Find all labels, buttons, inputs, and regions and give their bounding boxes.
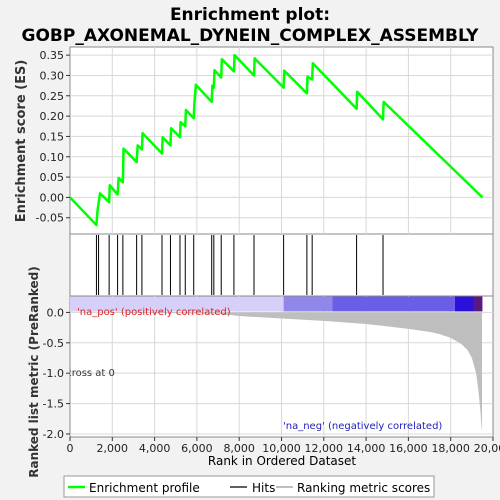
ranking-metric-fill	[70, 312, 483, 433]
rank-y-tick-label: -2.0	[43, 428, 64, 441]
es-y-axis: -0.05 0.00 0.05 0.10 0.15 0.20 0.25 0.30 0.35	[36, 49, 70, 225]
es-y-tick-label: 0.10	[40, 151, 65, 164]
x-tick-label: 2,000	[97, 442, 129, 455]
ranking-color-band	[70, 296, 483, 312]
legend-enrichment-profile: Enrichment profile	[89, 481, 200, 495]
ranking-metric-area	[70, 312, 483, 433]
hits-panel	[69, 233, 494, 297]
rank-y-axis-label: Ranked list metric (PreRanked)	[27, 266, 41, 478]
band-segment	[454, 296, 474, 312]
na-pos-label: 'na_pos' (positively correlated)	[77, 307, 231, 318]
es-y-tick-label: 0.35	[40, 49, 65, 62]
es-y-tick-label: 0.15	[40, 130, 65, 143]
es-y-tick-label: 0.00	[40, 191, 65, 204]
enrichment-profile-line	[69, 53, 484, 227]
chart-title-line1: Enrichment plot:	[170, 5, 330, 25]
x-tick-label: 4,000	[139, 442, 171, 455]
band-segment	[332, 296, 455, 312]
band-segment	[283, 296, 333, 312]
es-y-tick-label: 0.30	[40, 69, 65, 82]
rank-y-axis: 0.0 -0.5 -1.0 -1.5 -2.0	[43, 306, 70, 441]
band-segment	[473, 296, 483, 312]
x-tick-label: 10,000	[262, 442, 301, 455]
x-axis: 0 2,000 4,000 6,000 8,000 10,000 12,000 14,000 1…	[67, 437, 500, 455]
x-tick-label: 12,000	[305, 442, 344, 455]
x-tick-label: 14,000	[347, 442, 386, 455]
rank-y-tick-label: -0.5	[43, 337, 64, 350]
es-y-axis-label: Enrichment score (ES)	[14, 60, 29, 223]
x-tick-label: 0	[67, 442, 74, 455]
x-tick-label: 20,000	[474, 442, 500, 455]
hit-markers	[95, 235, 384, 295]
x-tick-label: 18,000	[431, 442, 470, 455]
legend-ranking-metric: Ranking metric scores	[297, 481, 430, 495]
es-gridlines	[70, 47, 493, 234]
rank-y-tick-label: 0.0	[47, 306, 65, 319]
x-tick-label: 8,000	[223, 442, 255, 455]
na-neg-label: 'na_neg' (negatively correlated)	[283, 421, 442, 432]
enrichment-profile-path	[69, 53, 484, 227]
chart-title-line2: GOBP_AXONEMAL_DYNEIN_COMPLEX_ASSEMBLY	[22, 26, 480, 46]
legend-hits: Hits	[252, 481, 275, 495]
es-y-tick-label: 0.20	[40, 110, 65, 123]
x-axis-label: Rank in Ordered Dataset	[208, 454, 356, 468]
legend-box	[63, 475, 435, 498]
rank-y-tick-label: -1.0	[43, 367, 64, 380]
zero-cross-label: Zero cross at 0	[40, 368, 115, 379]
x-tick-label: 16,000	[389, 442, 428, 455]
rank-y-tick-label: -1.5	[43, 398, 64, 411]
es-y-tick-label: 0.25	[40, 90, 65, 103]
x-tick-label: 6,000	[181, 442, 213, 455]
es-y-tick-label: -0.05	[36, 212, 64, 225]
es-y-tick-label: 0.05	[40, 171, 65, 184]
band-segment	[70, 296, 284, 312]
